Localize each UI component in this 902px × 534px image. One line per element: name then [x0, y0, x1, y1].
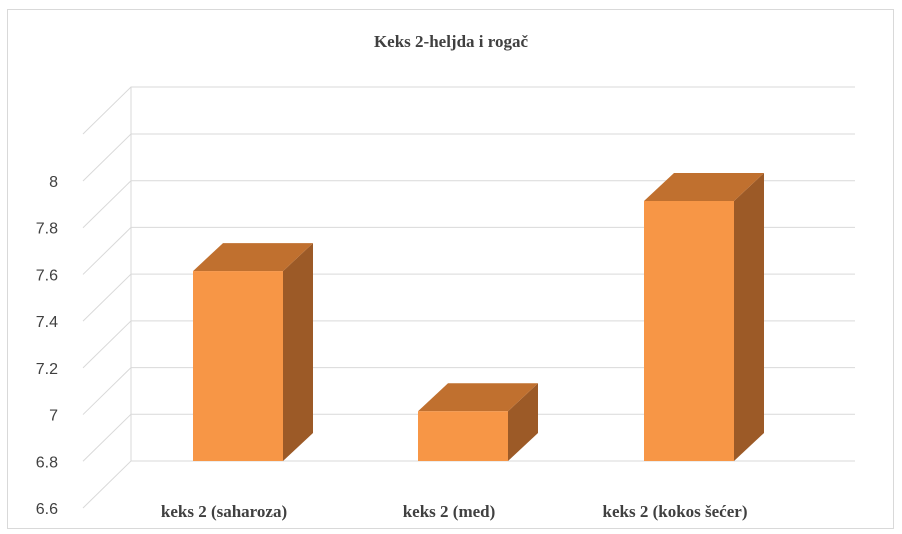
y-tick-label: 7.4 [36, 314, 58, 331]
bar [193, 243, 313, 461]
bar-front [418, 411, 508, 461]
bar-top [193, 243, 313, 272]
y-tick-label: 6.6 [36, 501, 58, 518]
chart-title: Keks 2-heljda i rogač [374, 32, 529, 51]
x-tick-label: keks 2 (saharoza) [161, 502, 287, 521]
y-tick-label: 6.8 [36, 454, 58, 471]
x-tick-label: keks 2 (kokos šećer) [603, 502, 748, 521]
y-tick-label: 8 [49, 174, 58, 191]
bar-side [508, 383, 538, 461]
x-tick-label: keks 2 (med) [403, 502, 496, 521]
bar-top [644, 173, 764, 201]
bar-front [193, 271, 283, 461]
bar-front [644, 201, 734, 461]
y-tick-label: 7 [49, 408, 58, 425]
gridlines [82, 86, 855, 509]
bar [644, 173, 764, 461]
gridline [82, 460, 855, 509]
bar-side [734, 173, 764, 461]
y-tick-label: 7.6 [36, 267, 58, 284]
gridline [82, 86, 855, 135]
y-tick-label: 7.2 [36, 361, 58, 378]
bar [418, 383, 538, 461]
y-axis-ticks: 6.6 6.8 7 7.2 7.4 7.6 7.8 8 [36, 174, 58, 518]
bar-side [283, 243, 313, 461]
bar-top [418, 383, 538, 412]
y-tick-label: 7.8 [36, 221, 58, 238]
bars [193, 173, 764, 461]
x-axis-labels: keks 2 (saharoza) keks 2 (med) keks 2 (kok… [161, 502, 748, 521]
